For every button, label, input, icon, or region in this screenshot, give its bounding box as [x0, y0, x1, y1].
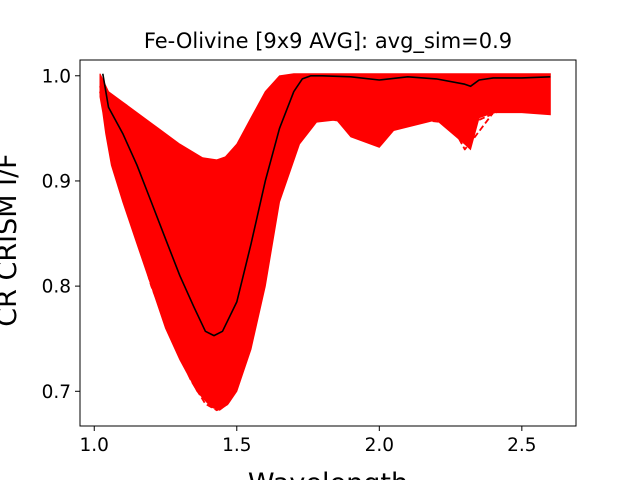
y-tick-label: 1.0 — [42, 66, 71, 87]
x-tick-label: 2.0 — [365, 435, 394, 456]
x-axis: 1.0 1.5 2.0 2.5 — [80, 426, 537, 456]
ensemble-dashed-line — [99, 91, 551, 412]
ensemble-dashed-line — [99, 86, 551, 374]
y-axis: 0.7 0.8 0.9 1.0 — [42, 66, 80, 403]
chart-title: Fe-Olivine [9x9 AVG]: avg_sim=0.9 — [144, 29, 512, 54]
x-tick-label: 2.5 — [507, 435, 536, 456]
plot-marks — [99, 73, 551, 412]
x-tick-label: 1.0 — [80, 435, 109, 456]
y-axis-label: CR CRISM I/F — [0, 153, 23, 326]
average-spectrum-line — [102, 73, 551, 337]
x-tick-label: 1.5 — [222, 435, 251, 456]
y-tick-label: 0.7 — [42, 382, 71, 403]
x-axis-label: Wavelength — [248, 468, 408, 480]
y-tick-label: 0.8 — [42, 277, 71, 298]
plot-frame — [79, 59, 577, 427]
y-tick-label: 0.9 — [42, 171, 71, 192]
